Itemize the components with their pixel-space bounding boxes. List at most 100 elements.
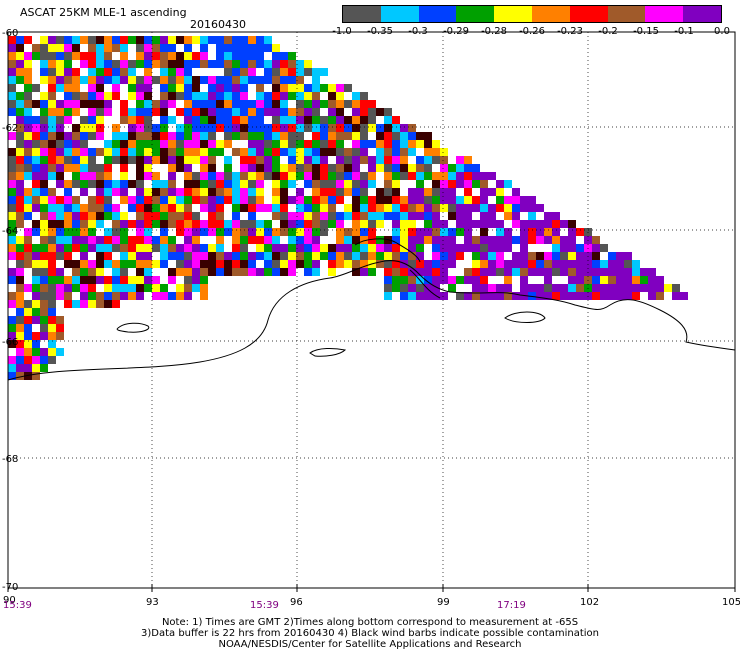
swath-cell xyxy=(432,156,440,164)
swath-cell xyxy=(480,172,488,180)
swath-cell xyxy=(416,156,424,164)
swath-cell xyxy=(48,196,56,204)
swath-cell xyxy=(176,148,184,156)
swath-cell xyxy=(328,268,336,276)
swath-cell xyxy=(488,292,496,300)
swath-cell xyxy=(424,244,432,252)
swath-cell xyxy=(64,180,72,188)
swath-cell xyxy=(88,156,96,164)
swath-cell xyxy=(208,100,216,108)
swath-cell xyxy=(56,244,64,252)
swath-cell xyxy=(8,140,16,148)
swath-cell xyxy=(176,84,184,92)
swath-cell xyxy=(168,76,176,84)
swath-cell xyxy=(16,212,24,220)
swath-cell xyxy=(144,100,152,108)
swath-cell xyxy=(128,140,136,148)
swath-cell xyxy=(416,140,424,148)
swath-cell xyxy=(496,252,504,260)
swath-cell xyxy=(352,132,360,140)
swath-cell xyxy=(312,180,320,188)
swath-cell xyxy=(288,212,296,220)
swath-cell xyxy=(496,180,504,188)
swath-cell xyxy=(368,228,376,236)
swath-cell xyxy=(48,348,56,356)
swath-cell xyxy=(112,252,120,260)
swath-cell xyxy=(256,84,264,92)
swath-cell xyxy=(8,36,16,44)
swath-cell xyxy=(8,340,16,348)
swath-cell xyxy=(192,116,200,124)
swath-cell xyxy=(528,260,536,268)
swath-cell xyxy=(536,228,544,236)
swath-cell xyxy=(376,212,384,220)
swath-cell xyxy=(184,236,192,244)
swath-cell xyxy=(104,196,112,204)
swath-cell xyxy=(408,228,416,236)
swath-cell xyxy=(224,132,232,140)
swath-cell xyxy=(96,300,104,308)
swath-cell xyxy=(328,244,336,252)
swath-cell xyxy=(48,140,56,148)
swath-cell xyxy=(560,220,568,228)
swath-cell xyxy=(600,244,608,252)
swath-cell xyxy=(64,148,72,156)
swath-cell xyxy=(56,100,64,108)
swath-cell xyxy=(360,228,368,236)
swath-cell xyxy=(16,164,24,172)
swath-cell xyxy=(168,244,176,252)
swath-cell xyxy=(192,164,200,172)
swath-cell xyxy=(72,84,80,92)
swath-cell xyxy=(160,132,168,140)
swath-cell xyxy=(40,356,48,364)
swath-cell xyxy=(16,92,24,100)
swath-cell xyxy=(32,220,40,228)
swath-cell xyxy=(120,172,128,180)
swath-cell xyxy=(440,188,448,196)
swath-cell xyxy=(152,172,160,180)
swath-cell xyxy=(64,100,72,108)
swath-cell xyxy=(80,212,88,220)
swath-cell xyxy=(432,276,440,284)
swath-cell xyxy=(96,268,104,276)
swath-cell xyxy=(280,60,288,68)
swath-cell xyxy=(296,124,304,132)
swath-cell xyxy=(504,212,512,220)
swath-cell xyxy=(96,108,104,116)
swath-cell xyxy=(56,268,64,276)
swath-cell xyxy=(400,148,408,156)
swath-cell xyxy=(24,268,32,276)
swath-cell xyxy=(376,116,384,124)
swath-cell xyxy=(392,188,400,196)
swath-cell xyxy=(472,252,480,260)
swath-cell xyxy=(16,260,24,268)
swath-cell xyxy=(128,124,136,132)
swath-cell xyxy=(24,292,32,300)
swath-cell xyxy=(248,228,256,236)
swath-cell xyxy=(312,196,320,204)
swath-cell xyxy=(296,204,304,212)
swath-cell xyxy=(376,196,384,204)
swath-cell xyxy=(312,172,320,180)
swath-cell xyxy=(336,124,344,132)
swath-cell xyxy=(240,148,248,156)
swath-cell xyxy=(48,132,56,140)
swath-cell xyxy=(152,204,160,212)
swath-cell xyxy=(256,188,264,196)
swath-cell xyxy=(128,244,136,252)
swath-cell xyxy=(224,260,232,268)
swath-cell xyxy=(448,276,456,284)
swath-cell xyxy=(96,68,104,76)
swath-cell xyxy=(376,108,384,116)
swath-cell xyxy=(256,92,264,100)
swath-cell xyxy=(368,212,376,220)
swath-cell xyxy=(608,260,616,268)
swath-cell xyxy=(16,364,24,372)
swath-cell xyxy=(280,84,288,92)
swath-cell xyxy=(328,164,336,172)
swath-cell xyxy=(104,100,112,108)
swath-cell xyxy=(456,196,464,204)
swath-cell xyxy=(168,212,176,220)
swath-cell xyxy=(8,92,16,100)
swath-cell xyxy=(96,196,104,204)
